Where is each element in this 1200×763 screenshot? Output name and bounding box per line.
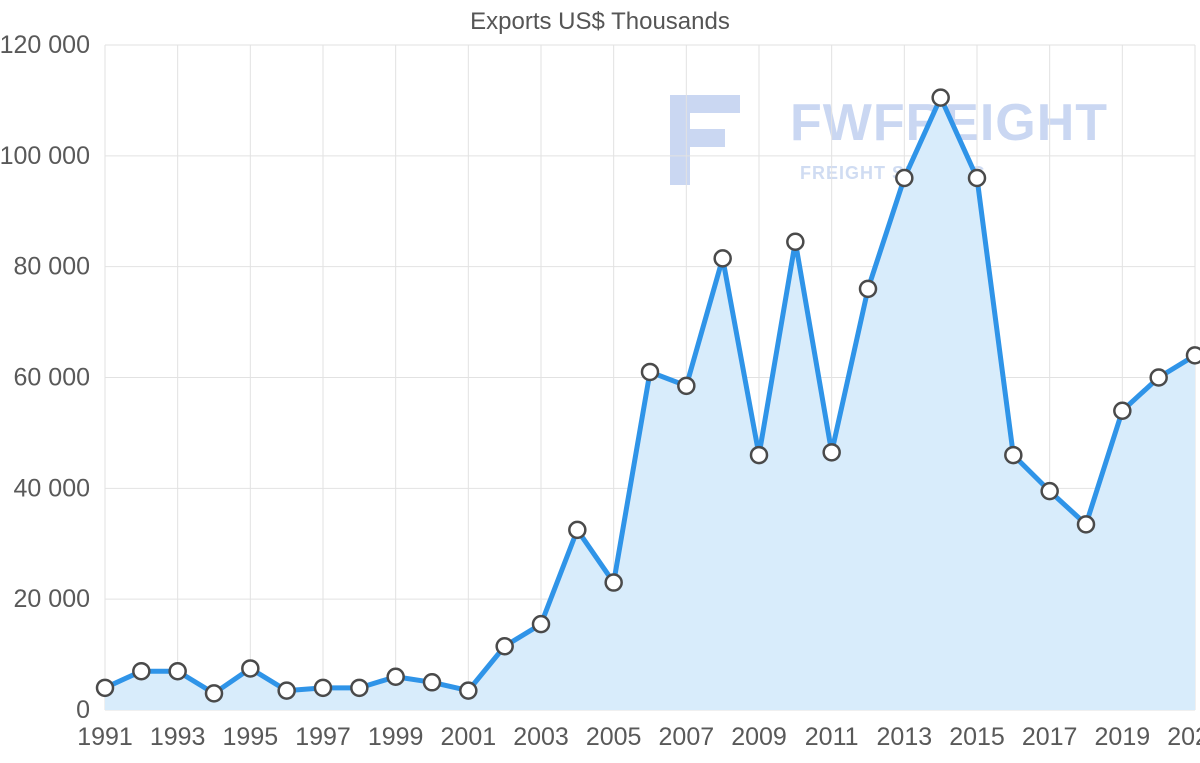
x-axis-tick-label: 2007 [659,723,715,751]
data-point-1995[interactable]: 1995: 7,500 thousand USD [242,660,258,676]
data-point-1996[interactable]: 1996: 3,500 thousand USD [279,683,295,699]
x-axis-tick-label: 2015 [949,723,1005,751]
x-axis-tick-label: 1995 [223,723,279,751]
data-point-2002[interactable]: 2002: 11,500 thousand USD [497,638,513,654]
data-point-1993[interactable]: 1993: 7,000 thousand USD [170,663,186,679]
data-point-2011[interactable]: 2011: 46,500 thousand USD [824,444,840,460]
data-point-2008[interactable]: 2008: 81,500 thousand USD [715,250,731,266]
x-axis-tick-label: 1993 [150,723,206,751]
y-axis-tick-label: 0 [76,696,90,724]
line-chart-svg: 0 20 000 40 000 60 000 80 000 100 000 120 000 1… [0,0,1200,763]
x-axis-tick-label: 2017 [1022,723,1078,751]
y-axis-tick-label: 120 000 [0,31,90,59]
data-point-2012[interactable]: 2012: 76,000 thousand USD [860,281,876,297]
x-axis-tick-label: 2005 [586,723,642,751]
x-axis-tick-label: 2001 [441,723,497,751]
data-point-1998[interactable]: 1998: 4,000 thousand USD [351,680,367,696]
x-axis-tick-label: 1999 [368,723,424,751]
data-point-2015[interactable]: 2015: 96,000 thousand USD [969,170,985,186]
x-axis-tick-label: 1991 [77,723,133,751]
data-point-2021[interactable]: 2021: 64,000 thousand USD [1187,347,1200,363]
x-axis-tick-label: 2011 [805,723,859,751]
exports-area-fill [105,98,1195,710]
y-axis-tick-label: 60 000 [14,364,90,392]
data-point-2019[interactable]: 2019: 54,000 thousand USD [1114,403,1130,419]
data-point-2014[interactable]: 2014: 110,500 thousand USD [933,90,949,106]
data-point-2016[interactable]: 2016: 46,000 thousand USD [1005,447,1021,463]
data-point-2018[interactable]: 2018: 33,500 thousand USD [1078,516,1094,532]
x-axis-tick-label: 2019 [1095,723,1151,751]
chart-container: Exports US$ Thousands FWFREIGHT FREIGHT … [0,0,1200,763]
data-point-2007[interactable]: 2007: 58,500 thousand USD [678,378,694,394]
data-point-1997[interactable]: 1997: 4,000 thousand USD [315,680,331,696]
data-point-2004[interactable]: 2004: 32,500 thousand USD [569,522,585,538]
data-point-2006[interactable]: 2006: 61,000 thousand USD [642,364,658,380]
x-axis-tick-label: 2013 [877,723,933,751]
data-point-2020[interactable]: 2020: 60,000 thousand USD [1151,370,1167,386]
y-axis-tick-label: 40 000 [14,474,90,502]
x-axis-tick-label: 1997 [295,723,351,751]
data-point-1999[interactable]: 1999: 6,000 thousand USD [388,669,404,685]
x-axis-tick-label: 2009 [731,723,787,751]
data-point-2001[interactable]: 2001: 3,500 thousand USD [460,683,476,699]
data-point-2005[interactable]: 2005: 23,000 thousand USD [606,575,622,591]
data-point-2013[interactable]: 2013: 96,000 thousand USD [896,170,912,186]
data-point-2009[interactable]: 2009: 46,000 thousand USD [751,447,767,463]
data-point-1994[interactable]: 1994: 3,000 thousand USD [206,685,222,701]
data-point-2003[interactable]: 2003: 15,500 thousand USD [533,616,549,632]
data-point-2010[interactable]: 2010: 84,500 thousand USD [787,234,803,250]
data-point-2017[interactable]: 2017: 39,500 thousand USD [1042,483,1058,499]
y-axis-tick-label: 100 000 [0,142,90,170]
x-axis-tick-label: 2003 [513,723,569,751]
y-axis-tick-label: 80 000 [14,253,90,281]
x-axis-tick-label: 2021 [1167,723,1200,751]
data-point-1992[interactable]: 1992: 7,000 thousand USD [133,663,149,679]
data-point-1991[interactable]: 1991: 4,000 thousand USD [97,680,113,696]
y-axis-tick-label: 20 000 [14,585,90,613]
